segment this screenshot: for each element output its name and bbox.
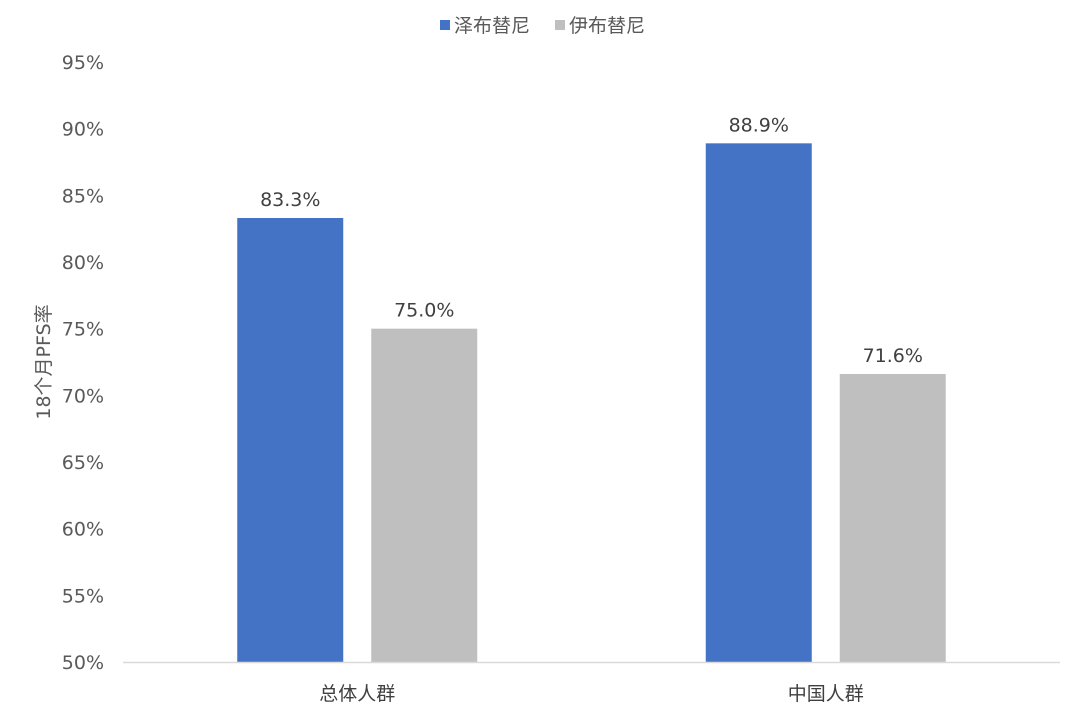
bar — [839, 374, 946, 662]
bar-data-label: 88.9% — [729, 114, 789, 136]
bar-data-labels: 83.3% 75.0% 88.9% 71.6% — [260, 114, 923, 367]
legend-swatch-series-2 — [555, 20, 565, 30]
y-axis-ticks: 50% 55% 60% 65% 70% 75% 80% 85% 90% 95% — [62, 52, 104, 674]
bar-data-label: 83.3% — [260, 189, 320, 211]
y-tick-label: 80% — [62, 252, 104, 274]
y-tick-label: 90% — [62, 119, 104, 141]
legend: 泽布替尼 伊布替尼 — [440, 15, 645, 37]
bars — [237, 143, 946, 663]
y-tick-label: 70% — [62, 385, 104, 407]
bar-data-label: 71.6% — [863, 345, 923, 367]
bar — [705, 143, 812, 663]
y-axis-title: 18个月PFS率 — [33, 304, 55, 419]
y-tick-label: 50% — [62, 652, 104, 674]
bar — [237, 218, 344, 662]
legend-swatch-series-1 — [440, 20, 450, 30]
bar-data-label: 75.0% — [394, 300, 454, 322]
legend-label-series-2: 伊布替尼 — [569, 15, 645, 37]
y-tick-label: 65% — [62, 452, 104, 474]
x-category-label: 总体人群 — [319, 683, 395, 705]
x-category-label: 中国人群 — [788, 683, 864, 705]
y-tick-label: 85% — [62, 185, 104, 207]
y-tick-label: 95% — [62, 52, 104, 74]
y-tick-label: 75% — [62, 319, 104, 341]
legend-label-series-1: 泽布替尼 — [454, 15, 530, 37]
x-axis-categories: 总体人群 中国人群 — [319, 683, 864, 705]
y-tick-label: 60% — [62, 519, 104, 541]
y-tick-label: 55% — [62, 585, 104, 607]
bar — [371, 328, 478, 662]
